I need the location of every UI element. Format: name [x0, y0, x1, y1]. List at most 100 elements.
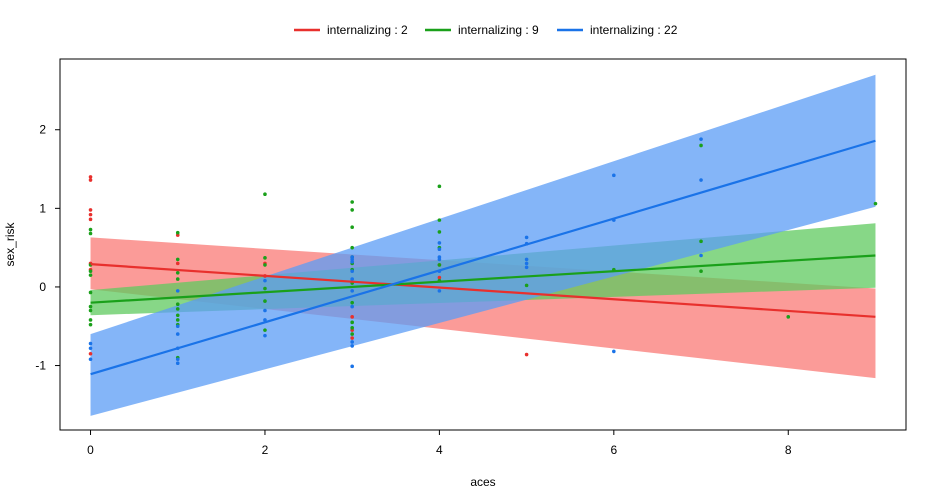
data-point-series-3 [88, 346, 93, 351]
data-point-series-3 [350, 344, 354, 348]
data-point-series-3 [88, 341, 93, 346]
x-tick-label: 6 [610, 443, 617, 457]
data-point-series-2 [175, 307, 180, 311]
data-point-series-3 [437, 289, 442, 293]
data-point-series-3 [263, 318, 267, 322]
data-point-series-1 [524, 352, 529, 357]
data-point-series-3 [437, 257, 442, 262]
data-point-series-1 [88, 178, 93, 182]
data-point-series-2 [175, 277, 180, 281]
data-point-series-2 [175, 313, 180, 318]
data-point-series-3 [350, 259, 354, 264]
data-point-series-2 [263, 328, 267, 332]
data-point-series-2 [524, 283, 529, 288]
data-point-series-2 [88, 322, 93, 327]
data-point-series-2 [699, 239, 703, 244]
data-point-series-2 [263, 299, 267, 303]
data-point-series-2 [350, 245, 354, 250]
data-point-series-3 [263, 308, 267, 313]
confidence-band-3 [90, 74, 876, 416]
fit-line-series-1 [90, 263, 876, 318]
data-point-series-3 [524, 257, 529, 262]
legend-label-3: internalizing : 22 [590, 23, 678, 37]
data-point-series-3 [524, 261, 529, 266]
data-point-series-2 [786, 315, 791, 319]
data-point-series-3 [88, 357, 93, 362]
x-axis: 0 2 4 6 8 [87, 430, 792, 457]
data-point-series-3 [175, 357, 180, 362]
data-point-series-3 [699, 253, 703, 258]
x-tick-label: 2 [262, 443, 269, 457]
y-tick-label: 1 [39, 201, 46, 215]
data-point-series-2 [175, 230, 180, 235]
data-point-series-3 [350, 340, 354, 344]
data-point-series-2 [263, 286, 267, 291]
data-point-series-3 [437, 247, 442, 252]
data-point-series-3 [524, 265, 529, 270]
data-point-series-3 [350, 304, 354, 309]
data-point-series-2 [175, 257, 180, 262]
data-point-series-3 [175, 361, 180, 365]
data-point-series-1 [437, 275, 442, 280]
data-point-series-2 [88, 231, 93, 236]
data-point-series-3 [350, 289, 354, 293]
data-point-series-3 [263, 333, 267, 338]
data-point-series-3 [612, 173, 616, 178]
data-point-series-2 [437, 263, 442, 267]
fit-lines [90, 139, 876, 376]
data-point-series-1 [350, 315, 354, 319]
data-point-series-2 [88, 318, 93, 322]
fit-line-series-3 [90, 139, 876, 376]
data-point-series-2 [88, 227, 93, 232]
data-point-series-2 [88, 273, 93, 277]
data-point-series-3 [699, 178, 703, 182]
data-point-series-2 [350, 200, 354, 204]
data-point-series-1 [88, 217, 93, 222]
data-point-series-3 [175, 324, 180, 329]
data-point-series-3 [524, 235, 529, 240]
data-point-series-2 [88, 269, 93, 274]
data-point-series-1 [88, 351, 93, 356]
legend: internalizing : 2 internalizing : 9 intern… [294, 23, 678, 37]
confidence-bands [90, 74, 876, 416]
y-tick-label: 2 [39, 123, 46, 137]
data-point-series-2 [699, 143, 703, 148]
data-point-series-2 [350, 225, 354, 230]
data-point-series-2 [263, 192, 267, 196]
data-point-series-1 [88, 212, 93, 217]
data-point-series-2 [88, 304, 93, 309]
plot-frame [59, 58, 907, 431]
y-tick-label: -1 [35, 359, 46, 373]
data-point-series-3 [263, 278, 267, 283]
x-tick-label: 8 [785, 443, 792, 457]
legend-label-2: internalizing : 9 [458, 23, 539, 37]
data-point-series-3 [175, 332, 180, 336]
data-point-series-2 [88, 308, 93, 313]
data-point-series-2 [437, 230, 442, 234]
data-point-series-1 [88, 175, 93, 179]
data-point-series-2 [175, 302, 180, 307]
fit-line-series-2 [90, 254, 876, 304]
data-point-series-2 [88, 290, 93, 295]
y-axis-label: sex_risk [3, 221, 17, 266]
legend-label-1: internalizing : 2 [327, 23, 408, 37]
y-axis: -1 0 1 2 [35, 123, 60, 373]
data-point-series-2 [699, 269, 703, 274]
data-point-series-2 [350, 300, 354, 305]
data-points [88, 137, 878, 369]
x-axis-label: aces [470, 475, 495, 489]
data-point-series-2 [175, 318, 180, 322]
data-point-series-2 [350, 320, 354, 325]
data-point-series-2 [437, 218, 442, 222]
data-point-series-3 [437, 241, 442, 245]
x-tick-label: 4 [436, 443, 443, 457]
data-point-series-2 [350, 332, 354, 336]
data-point-series-2 [175, 270, 180, 275]
data-point-series-2 [350, 326, 354, 330]
data-point-series-1 [88, 208, 93, 212]
data-point-series-2 [263, 263, 267, 267]
data-point-series-3 [350, 364, 354, 369]
data-point-series-3 [699, 137, 703, 141]
